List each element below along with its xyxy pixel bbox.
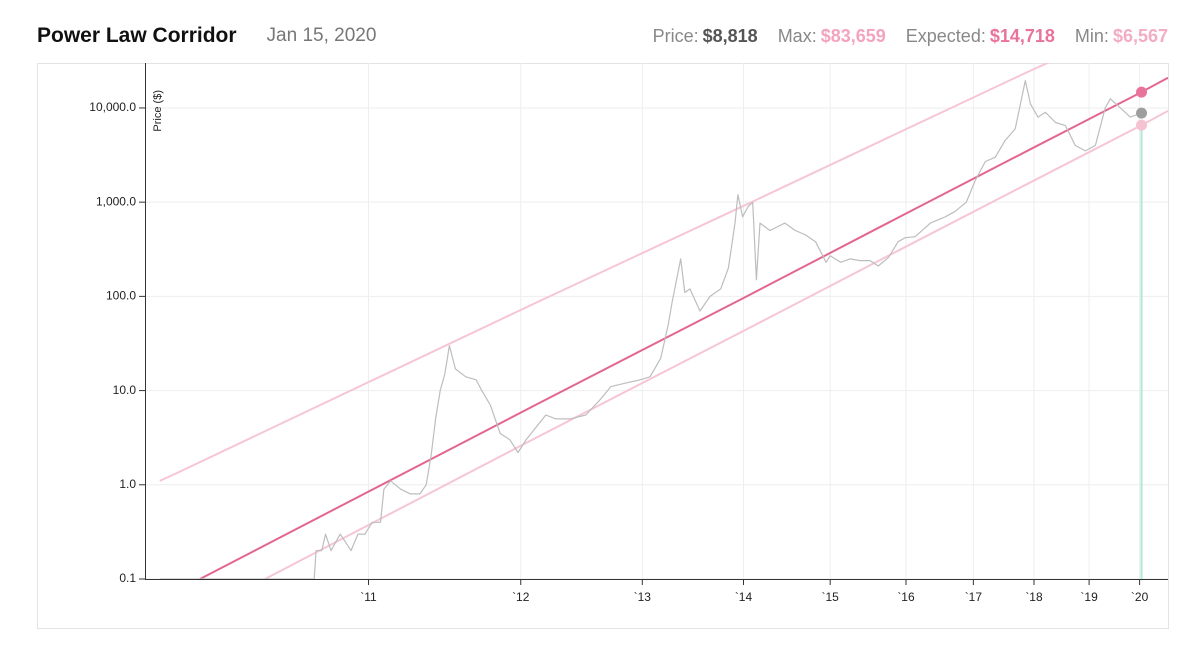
readout-label: Max: <box>777 25 817 46</box>
chart-date: Jan 15, 2020 <box>266 25 377 46</box>
y-axis-label: Price ($) <box>152 90 164 132</box>
readout-dot <box>1136 86 1148 98</box>
readout-value: $83,659 <box>820 25 886 46</box>
chart-title: Power Law Corridor <box>37 24 237 47</box>
y-tick-label: 1,000.0 <box>96 194 136 208</box>
readout-item: Expected: $14,718 <box>906 26 1055 47</box>
readout-value: $14,718 <box>989 25 1055 46</box>
readout-dot <box>1136 107 1148 119</box>
y-tick-label: 10.0 <box>113 383 137 397</box>
readout-item: Price: $8,818 <box>653 26 758 47</box>
readout-label: Expected: <box>905 25 986 46</box>
x-tick-label: `20 <box>1131 590 1149 604</box>
y-tick-label: 1.0 <box>119 477 136 491</box>
y-tick-label: 100.0 <box>106 289 136 303</box>
series-line <box>264 110 1168 580</box>
series-line <box>159 63 1050 482</box>
x-tick-label: `11 <box>360 590 377 604</box>
x-tick-label: `14 <box>735 590 753 604</box>
x-tick-label: `13 <box>634 590 652 604</box>
readout-item: Min: $6,567 <box>1075 26 1168 47</box>
x-tick-label: `15 <box>822 590 840 604</box>
readout-dot <box>1136 16 1147 27</box>
header: Power Law Corridor Jan 15, 2020 Price: $8… <box>37 20 1168 52</box>
x-tick-label: `17 <box>965 590 983 604</box>
x-tick-label: `19 <box>1080 590 1098 604</box>
readout: Price: $8,818 Max: $83,659 Expected: $14,718 M… <box>653 26 1168 47</box>
panel <box>37 63 1169 629</box>
x-tick-label: `18 <box>1025 590 1043 604</box>
readout-value: $6,567 <box>1112 25 1168 46</box>
readout-value: $8,818 <box>702 25 758 46</box>
y-tick-label: 10,000.0 <box>89 100 136 114</box>
x-tick-label: `16 <box>897 590 915 604</box>
x-tick-label: `12 <box>512 590 530 604</box>
readout-label: Price: <box>652 25 699 46</box>
series-line <box>199 76 1168 580</box>
readout-dot <box>1136 119 1148 131</box>
series-line <box>159 80 1142 580</box>
readout-item: Max: $83,659 <box>778 26 886 47</box>
y-tick-label: 0.1 <box>119 571 136 585</box>
readout-label: Min: <box>1074 25 1109 46</box>
